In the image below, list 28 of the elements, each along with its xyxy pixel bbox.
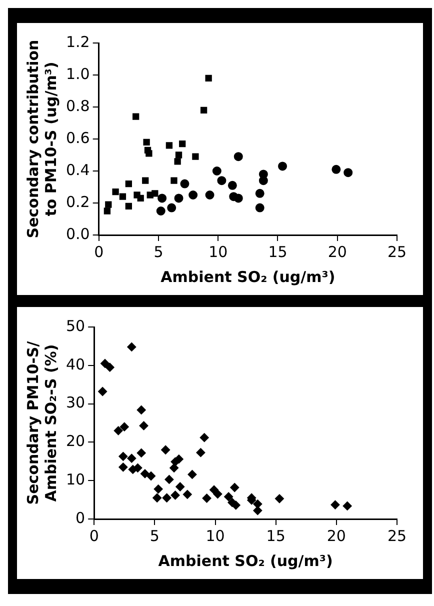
x-tick-label: 15 bbox=[266, 526, 286, 545]
y-axis-title: Secondary contribution to PM10-S (ug/m³) bbox=[24, 40, 60, 238]
x-tick-label: 10 bbox=[208, 242, 228, 261]
y-tick-label: 0.2 bbox=[66, 192, 90, 211]
y-tick-label: 0.4 bbox=[66, 160, 90, 179]
x-tick-label: 0 bbox=[94, 242, 104, 261]
y-tick-label: 50 bbox=[66, 316, 86, 335]
x-axis-title: Ambient SO₂ (ug/m³) bbox=[158, 552, 333, 570]
x-tick-label: 5 bbox=[154, 242, 164, 261]
y-tick-label: 20 bbox=[66, 432, 86, 450]
y-tick-label: 1.2 bbox=[66, 32, 90, 51]
y-tick-label: 40 bbox=[66, 355, 86, 374]
x-tick-label: 25 bbox=[387, 526, 407, 545]
x-tick-label: 5 bbox=[150, 526, 160, 545]
x-axis-title: Ambient SO₂ (ug/m³) bbox=[160, 268, 336, 286]
y-tick-label: 0 bbox=[76, 508, 86, 527]
y-tick-label: 10 bbox=[66, 470, 86, 488]
x-tick-label: 10 bbox=[206, 526, 225, 545]
y-tick-label: 30 bbox=[66, 394, 86, 412]
y-tick-label: 0.8 bbox=[66, 96, 90, 115]
y-tick-label: 0.6 bbox=[66, 128, 90, 147]
x-tick-label: 20 bbox=[326, 526, 346, 545]
y-tick-label: 0.0 bbox=[66, 224, 90, 243]
y-tick-label: 1.0 bbox=[66, 64, 90, 83]
y-axis-title: Secondary PM10-S/ Ambient SO₂-S (%) bbox=[24, 340, 60, 505]
x-tick-label: 15 bbox=[268, 242, 288, 261]
x-tick-label: 20 bbox=[328, 242, 347, 261]
x-tick-label: 25 bbox=[387, 242, 407, 261]
